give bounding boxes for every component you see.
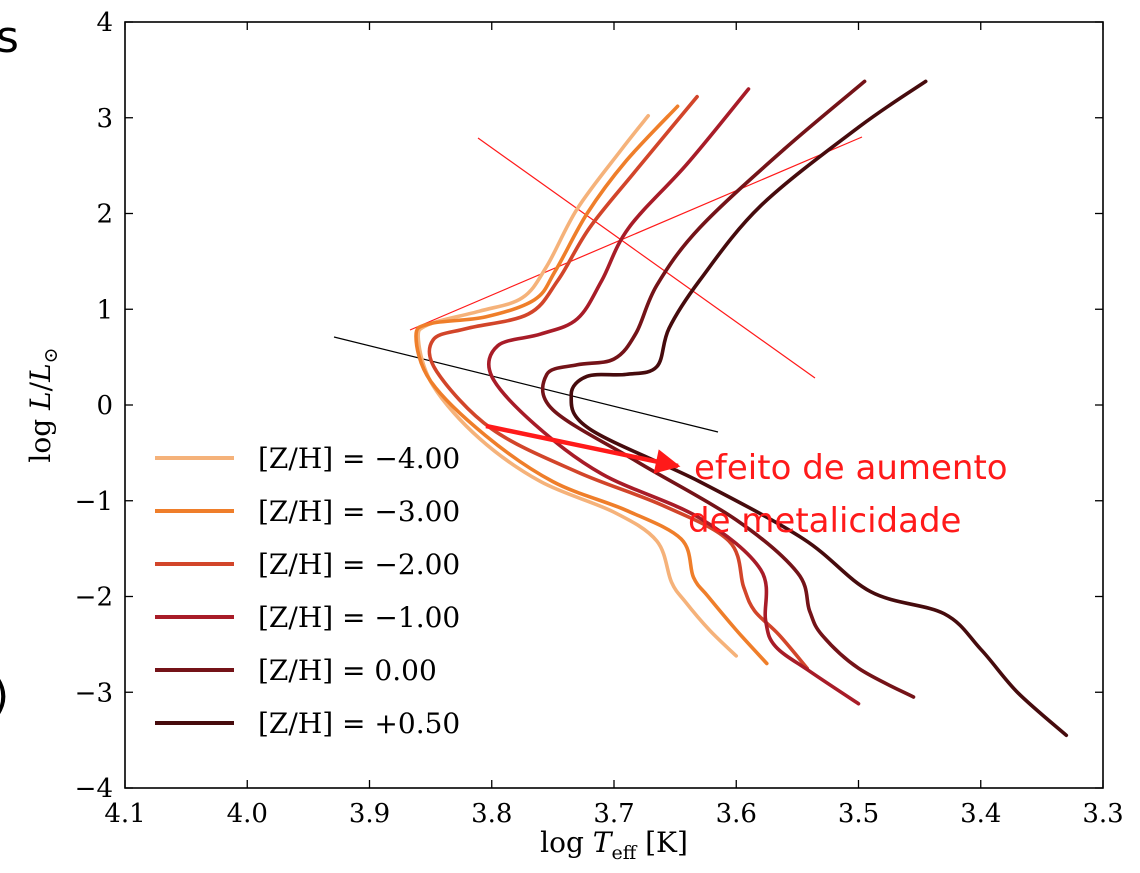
red-guide-line-ascending bbox=[409, 136, 863, 331]
y-tick-label: 1 bbox=[96, 295, 113, 325]
x-tick-label: 4.1 bbox=[104, 799, 145, 829]
x-tick-label: 3.4 bbox=[960, 799, 1001, 829]
series-line-5 bbox=[540, 79, 916, 699]
y-tick-labels: 4 3 2 1 0 −1 −2 −3 −4 bbox=[75, 8, 113, 804]
metallicity-arrow bbox=[485, 423, 681, 474]
x-tick-label: 4.0 bbox=[227, 799, 268, 829]
legend: [Z/H] = −4.00 [Z/H] = −3.00 [Z/H] = −2.00 [… bbox=[155, 442, 460, 740]
y-tick-label: −4 bbox=[75, 774, 113, 804]
annotation-line-1: efeito de aumento bbox=[694, 448, 1008, 488]
red-guide-line-descending bbox=[477, 137, 816, 379]
y-tick-label: −1 bbox=[75, 487, 113, 517]
black-guide-line bbox=[333, 336, 719, 433]
series-line-3 bbox=[427, 94, 809, 671]
legend-label-5: [Z/H] = 0.00 bbox=[258, 654, 437, 687]
axis-ticks bbox=[124, 21, 1104, 789]
x-tick-label: 3.3 bbox=[1082, 799, 1123, 829]
x-axis-label: log Teff [K] bbox=[540, 826, 688, 864]
series-line-6 bbox=[569, 79, 1069, 738]
x-tick-labels: 4.1 4.0 3.9 3.8 3.7 3.6 3.5 3.4 3.3 bbox=[104, 799, 1123, 829]
x-tick-label: 3.7 bbox=[593, 799, 634, 829]
series-line-4 bbox=[487, 87, 861, 706]
edge-fragment-top: s bbox=[0, 12, 19, 63]
series-group bbox=[414, 79, 1069, 738]
series-line-2 bbox=[414, 104, 769, 666]
y-tick-label: −3 bbox=[75, 678, 113, 708]
y-axis-label: log L/L⊙ bbox=[24, 347, 62, 462]
legend-label-4: [Z/H] = −1.00 bbox=[258, 601, 460, 634]
y-tick-label: 4 bbox=[96, 8, 113, 38]
x-tick-label: 3.8 bbox=[471, 799, 512, 829]
y-tick-label: 2 bbox=[96, 200, 113, 230]
series-line-1 bbox=[416, 114, 738, 658]
y-tick-label: −2 bbox=[75, 583, 113, 613]
annotation-line-2: de metalicidade bbox=[688, 501, 961, 541]
legend-label-2: [Z/H] = −3.00 bbox=[258, 495, 460, 528]
legend-label-3: [Z/H] = −2.00 bbox=[258, 548, 460, 581]
x-tick-label: 3.5 bbox=[838, 799, 879, 829]
y-tick-label: 0 bbox=[96, 391, 113, 421]
edge-fragment-bottom: ) bbox=[0, 670, 9, 721]
x-tick-label: 3.9 bbox=[349, 799, 390, 829]
x-tick-label: 3.6 bbox=[716, 799, 757, 829]
y-tick-label: 3 bbox=[96, 104, 113, 134]
legend-label-1: [Z/H] = −4.00 bbox=[258, 442, 460, 475]
legend-label-6: [Z/H] = +0.50 bbox=[258, 707, 460, 740]
